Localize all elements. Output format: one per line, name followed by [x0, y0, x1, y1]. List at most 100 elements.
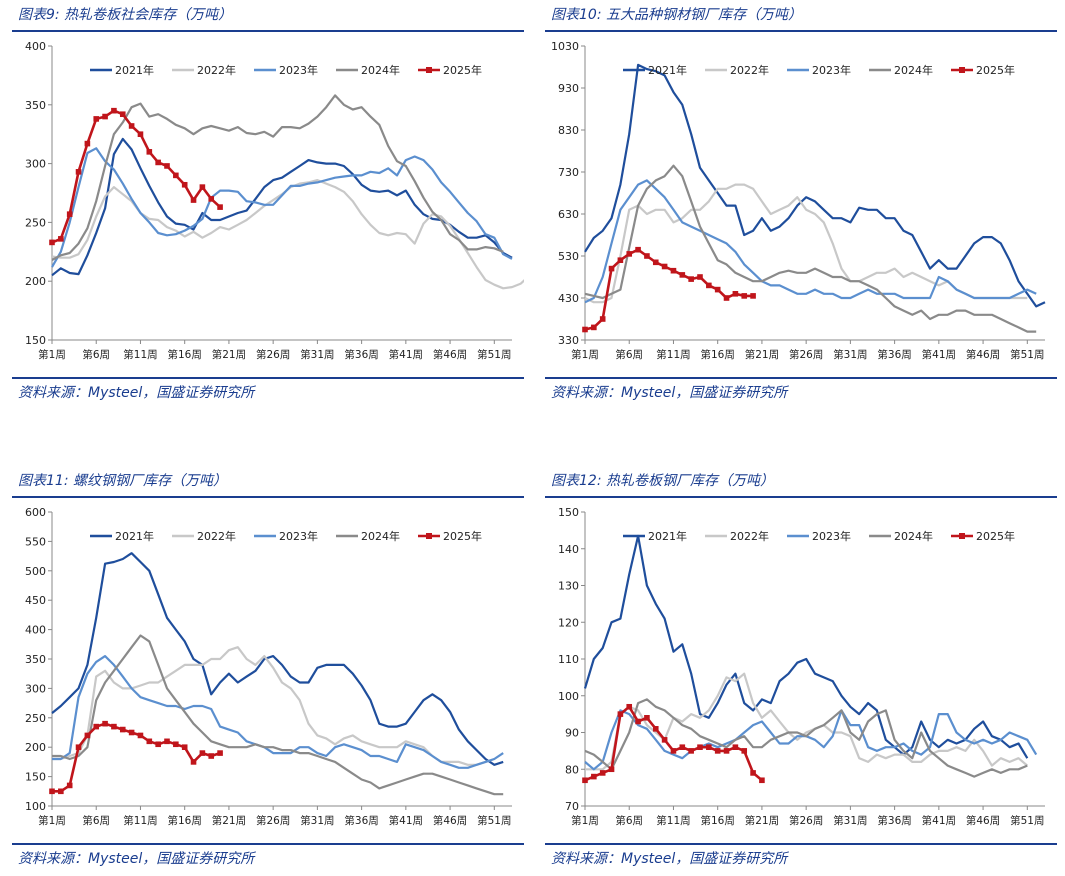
series-line-2021	[583, 534, 1029, 759]
x-tick-label: 第1周	[38, 814, 66, 827]
title-rule	[12, 30, 524, 32]
data-point	[635, 246, 641, 253]
x-tick-label: 第11周	[123, 814, 157, 827]
data-point	[217, 750, 223, 756]
data-point	[217, 204, 223, 210]
legend-label: 2022年	[730, 63, 769, 77]
data-point	[723, 748, 730, 754]
data-point	[84, 732, 91, 739]
y-tick-label: 200	[25, 275, 46, 288]
legend-label: 2021年	[648, 529, 687, 543]
data-point	[714, 286, 721, 293]
source-rule	[545, 377, 1057, 379]
data-point	[49, 788, 55, 795]
data-point	[608, 766, 615, 773]
legend-label: 2021年	[115, 63, 154, 77]
data-point	[58, 788, 64, 795]
data-point	[75, 744, 82, 750]
y-tick-label: 80	[565, 763, 579, 776]
data-point	[173, 172, 179, 179]
legend-label: 2022年	[197, 63, 236, 77]
series-line-2021	[51, 137, 513, 277]
data-point	[49, 239, 55, 246]
data-point	[102, 720, 108, 727]
data-point	[66, 782, 73, 789]
data-point	[190, 197, 197, 203]
title-rule	[12, 496, 524, 498]
series-line-2023	[584, 179, 1037, 304]
data-point	[173, 741, 179, 748]
data-point	[741, 293, 748, 299]
data-point	[199, 750, 206, 756]
x-tick-label: 第36周	[877, 348, 911, 361]
line-chart: 3304305306307308309301030第1周 第6周 第11周 第16周第…	[551, 40, 1046, 361]
x-tick-label: 第46周	[433, 814, 467, 827]
data-point	[679, 744, 686, 750]
x-tick-label: 第41周	[389, 814, 423, 827]
data-point	[119, 726, 126, 733]
chart-title: 图表11: 螺纹钢钢厂库存（万吨）	[18, 473, 227, 489]
y-tick-label: 1030	[551, 40, 579, 53]
data-point	[759, 777, 765, 784]
y-tick-label: 330	[558, 334, 579, 347]
y-tick-label: 140	[558, 543, 579, 556]
data-point	[181, 744, 188, 750]
data-point	[661, 737, 668, 743]
data-point	[128, 123, 135, 129]
chart-panel-1: 图表9: 热轧卷板社会库存（万吨） 150 200 250 300 350 400 第1周 第…	[12, 0, 524, 410]
data-point	[146, 738, 153, 745]
x-tick-label: 第31周	[300, 348, 334, 361]
data-point	[102, 113, 108, 120]
series-line-2022	[52, 646, 495, 766]
legend-marker	[959, 67, 965, 73]
y-tick-label: 730	[558, 166, 579, 179]
y-tick-label: 110	[558, 653, 579, 666]
y-tick-label: 430	[558, 292, 579, 305]
x-tick-label: 第31周	[833, 348, 867, 361]
data-point	[732, 291, 739, 297]
chart-source: 资料来源：Mysteel，国盛证券研究所	[18, 851, 255, 867]
data-point	[164, 163, 170, 169]
data-point	[146, 149, 153, 155]
line-chart: 100150200250300350400450500550600第1周 第6周第…	[25, 506, 512, 827]
x-tick-label: 第46周	[433, 348, 467, 361]
x-tick-label: 第41周	[922, 814, 956, 827]
series-line-2024	[584, 164, 1037, 333]
y-tick-label: 120	[558, 616, 579, 629]
data-point	[599, 770, 606, 776]
chart-panel-3: 图表11: 螺纹钢钢厂库存（万吨） 100 150 200 250 300 350 400 4…	[12, 466, 524, 876]
data-point	[644, 715, 650, 721]
x-tick-label: 第36周	[344, 814, 378, 827]
y-tick-label: 70	[565, 800, 579, 813]
x-tick-label: 第21周	[212, 348, 246, 361]
chart-panel-4: 图表12: 热轧卷板钢厂库存（万吨） 70 80 90 100 110 120 130 140…	[545, 466, 1057, 876]
legend-label: 2025年	[976, 63, 1015, 77]
chart-source: 资料来源：Mysteel，国盛证券研究所	[18, 385, 255, 401]
legend-label: 2023年	[812, 63, 851, 77]
x-tick-label: 第16周	[701, 814, 735, 827]
chart-title: 图表12: 热轧卷板钢厂库存（万吨）	[551, 473, 774, 489]
data-point	[155, 159, 161, 166]
y-tick-label: 350	[25, 653, 46, 666]
y-tick-label: 300	[25, 682, 46, 695]
legend-label: 2024年	[894, 63, 933, 77]
x-tick-label: 第11周	[123, 348, 157, 361]
legend-label: 2022年	[197, 529, 236, 543]
y-tick-label: 200	[25, 741, 46, 754]
y-tick-label: 100	[25, 800, 46, 813]
data-point	[84, 140, 91, 147]
y-tick-label: 930	[558, 82, 579, 95]
series-line-2025	[52, 722, 221, 793]
data-point	[155, 741, 161, 748]
data-point	[732, 744, 739, 750]
legend-label: 2024年	[894, 529, 933, 543]
legend-label: 2025年	[976, 529, 1015, 543]
y-tick-label: 250	[25, 216, 46, 229]
series-line-2023	[584, 709, 1038, 771]
legend-label: 2021年	[648, 63, 687, 77]
data-point	[582, 777, 588, 784]
data-point	[706, 282, 712, 289]
x-tick-label: 第11周	[656, 348, 690, 361]
data-point	[128, 729, 135, 736]
x-tick-label: 第6周	[615, 348, 643, 361]
